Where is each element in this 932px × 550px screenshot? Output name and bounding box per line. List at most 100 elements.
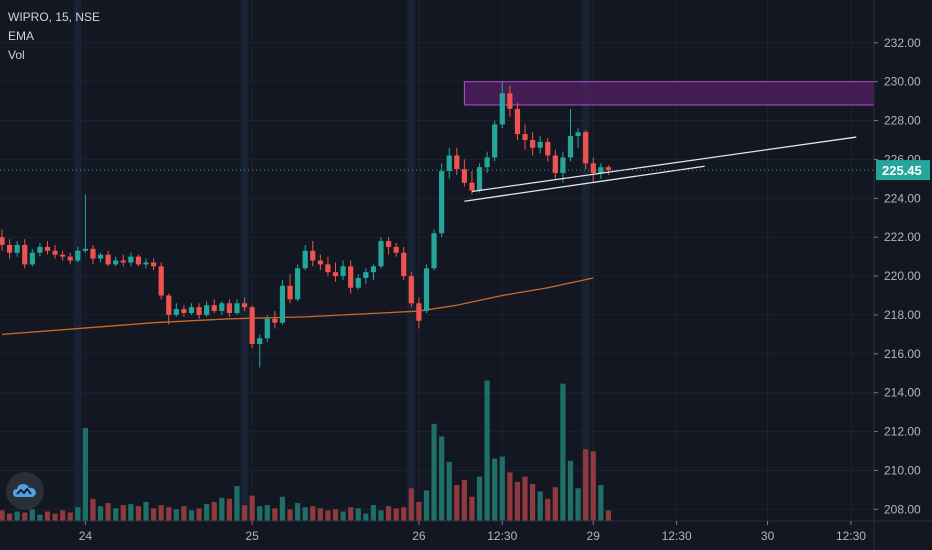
candle-body-32 — [241, 303, 248, 308]
volume-bar-3 — [22, 512, 28, 521]
volume-bar-6 — [44, 511, 51, 521]
candle-body-5 — [37, 246, 43, 253]
session-break-3 — [581, 0, 590, 521]
candle-body-18 — [135, 256, 142, 265]
volume-bar-12 — [90, 498, 96, 521]
candle-body-47 — [355, 277, 361, 288]
candle-body-44 — [332, 272, 339, 277]
time-tick-label-3: 12:30 — [487, 529, 517, 543]
price-tick-label-1: 210.00 — [884, 463, 921, 477]
candle-body-58 — [439, 171, 445, 234]
volume-bar-35 — [264, 505, 270, 521]
volume-bar-5 — [37, 514, 43, 521]
candle-body-27 — [204, 305, 210, 315]
session-break-2 — [407, 0, 416, 521]
candle-body-28 — [211, 305, 217, 312]
volume-bar-21 — [158, 505, 164, 521]
candle-body-1 — [6, 244, 13, 253]
volume-bar-20 — [151, 508, 157, 521]
candle-body-51 — [385, 241, 392, 247]
candle-body-60 — [454, 155, 460, 170]
candle-body-20 — [151, 262, 157, 267]
volume-bar-2 — [14, 511, 20, 521]
candle-body-22 — [166, 295, 172, 315]
volume-bar-11 — [82, 428, 88, 521]
candle-body-4 — [29, 252, 35, 265]
candle-body-56 — [423, 268, 430, 312]
volume-bar-77 — [583, 449, 589, 521]
volume-bar-56 — [423, 490, 430, 521]
volume-bar-15 — [113, 508, 119, 521]
legend-symbol[interactable]: WIPRO, 15, NSE — [8, 10, 101, 24]
volume-bar-34 — [257, 506, 263, 521]
volume-bar-27 — [204, 504, 210, 521]
tradingview-logo[interactable] — [6, 472, 44, 510]
ema-line — [1, 277, 594, 336]
candle-body-40 — [302, 250, 308, 269]
price-tick-label-4: 216.00 — [884, 347, 921, 361]
volume-bar-67 — [507, 472, 513, 521]
volume-bar-44 — [332, 509, 339, 521]
session-break-1 — [240, 0, 249, 521]
volume-bar-4 — [29, 509, 35, 521]
volume-bar-75 — [567, 460, 574, 521]
price-tick-label-12: 232.00 — [884, 36, 921, 50]
candle-body-68 — [514, 108, 521, 135]
candle-body-21 — [158, 266, 164, 296]
time-tick-label-6: 30 — [761, 529, 775, 543]
volume-bar-40 — [302, 507, 308, 521]
volume-bar-66 — [499, 456, 505, 521]
candle-body-41 — [310, 250, 316, 261]
volume-bar-29 — [219, 497, 225, 521]
candle-body-9 — [67, 256, 73, 261]
volume-bar-76 — [575, 488, 581, 521]
volume-bar-43 — [325, 510, 331, 521]
volume-bar-51 — [385, 506, 392, 521]
candle-body-15 — [113, 260, 119, 265]
candle-body-33 — [249, 307, 255, 345]
volume-bar-46 — [348, 507, 354, 521]
time-tick-label-0: 24 — [79, 529, 93, 543]
volume-bar-31 — [234, 486, 240, 521]
price-tick-label-0: 208.00 — [884, 502, 921, 516]
candle-body-30 — [226, 303, 232, 313]
volume-bar-13 — [97, 506, 104, 521]
volume-bar-25 — [188, 510, 195, 521]
candle-body-63 — [476, 167, 483, 191]
candle-body-26 — [196, 307, 202, 315]
volume-bar-45 — [340, 511, 346, 521]
volume-bar-53 — [401, 507, 407, 521]
legend-ema[interactable]: EMA — [8, 29, 35, 43]
candle-body-77 — [583, 132, 589, 164]
volume-bar-61 — [461, 479, 467, 521]
last-price-tag — [876, 160, 930, 181]
candle-body-12 — [90, 248, 96, 259]
price-tick-label-2: 212.00 — [884, 425, 921, 439]
price-tick-label-8: 224.00 — [884, 191, 921, 205]
candle-body-71 — [537, 141, 543, 148]
price-tick-label-10: 228.00 — [884, 114, 921, 128]
volume-bar-39 — [295, 503, 301, 521]
candle-body-19 — [143, 262, 149, 265]
volume-bar-80 — [605, 510, 611, 521]
volume-bar-50 — [378, 510, 384, 521]
time-tick-label-7: 12:30 — [836, 529, 866, 543]
volume-bar-14 — [105, 503, 111, 521]
volume-bar-64 — [484, 380, 490, 521]
candle-body-65 — [492, 124, 498, 158]
volume-bar-10 — [75, 507, 81, 521]
legend-volume[interactable]: Vol — [8, 48, 25, 62]
volume-bar-62 — [469, 496, 475, 521]
volume-bar-48 — [363, 513, 369, 521]
candle-body-11 — [82, 248, 88, 251]
price-tick-label-5: 218.00 — [884, 308, 921, 322]
volume-bar-68 — [514, 481, 521, 521]
candle-body-54 — [408, 276, 414, 304]
candle-body-50 — [378, 241, 384, 267]
volume-bar-36 — [272, 508, 278, 521]
candle-body-78 — [590, 163, 596, 174]
volume-bar-79 — [598, 485, 604, 521]
candle-body-69 — [522, 134, 528, 140]
candle-body-25 — [188, 307, 195, 313]
